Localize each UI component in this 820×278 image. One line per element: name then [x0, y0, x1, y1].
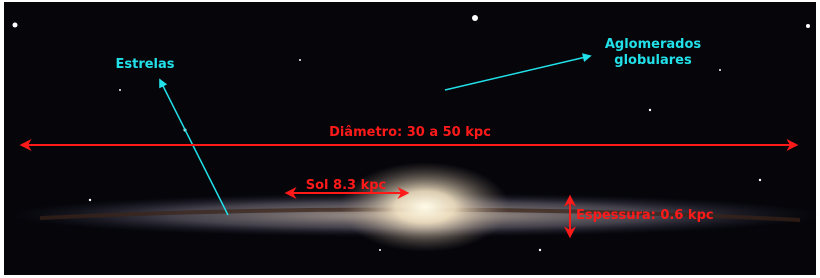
galactic-bulge — [340, 162, 510, 252]
sun-label: Sol 8.3 kpc — [306, 178, 387, 193]
galaxy-image: Estrelas Aglomerados globulares Diâmetro… — [0, 0, 820, 278]
diameter-label: Diâmetro: 30 a 50 kpc — [329, 125, 491, 140]
thickness-label: Espessura: 0.6 kpc — [576, 208, 714, 223]
clusters-label: Aglomerados — [605, 37, 702, 52]
clusters-label: globulares — [614, 53, 692, 68]
stars-label: Estrelas — [115, 57, 174, 72]
